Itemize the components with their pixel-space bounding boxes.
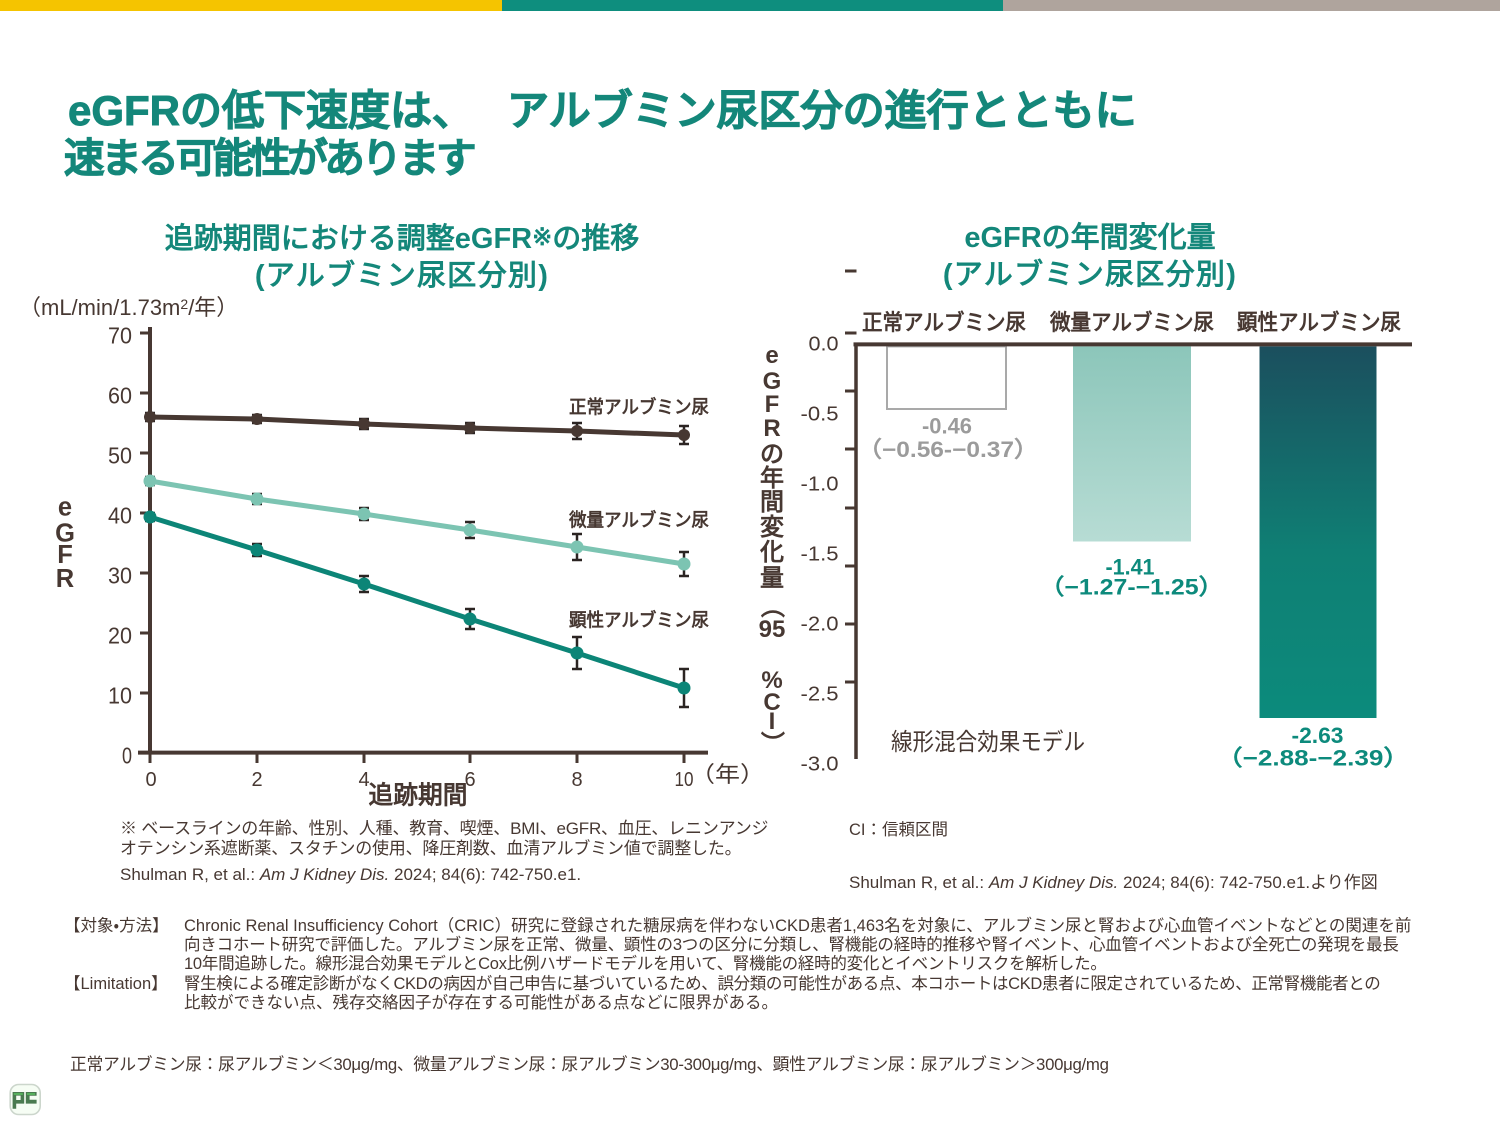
svg-text:0: 0 xyxy=(122,742,132,768)
svg-text:50: 50 xyxy=(108,442,132,468)
svg-text:-2.0: -2.0 xyxy=(801,614,839,636)
svg-text:0: 0 xyxy=(145,769,156,791)
svg-text:（年）: （年） xyxy=(690,762,765,787)
svg-text:）: ） xyxy=(758,731,785,755)
svg-text:-0.46: -0.46 xyxy=(922,414,972,439)
svg-text:0.0: 0.0 xyxy=(809,334,839,356)
svg-text:C: C xyxy=(763,689,780,716)
svg-text:正常アルブミン尿: 正常アルブミン尿 xyxy=(569,396,709,417)
svg-text:-3.0: -3.0 xyxy=(801,754,839,776)
svg-text:微量アルブミン尿: 微量アルブミン尿 xyxy=(568,509,709,530)
svg-text:2: 2 xyxy=(251,769,262,791)
svg-text:の: の xyxy=(760,441,784,468)
svg-text:30: 30 xyxy=(108,562,132,588)
svg-text:顕性アルブミン尿: 顕性アルブミン尿 xyxy=(1237,310,1401,335)
svg-text:G: G xyxy=(55,519,75,547)
svg-text:4: 4 xyxy=(358,769,369,791)
svg-text:正常アルブミン尿: 正常アルブミン尿 xyxy=(862,310,1026,335)
svg-text:（−2.88-−2.39）: （−2.88-−2.39） xyxy=(1217,746,1410,771)
svg-text:顕性アルブミン尿: 顕性アルブミン尿 xyxy=(569,609,709,630)
svg-text:化: 化 xyxy=(759,539,784,566)
svg-text:6: 6 xyxy=(464,769,475,791)
svg-text:95: 95 xyxy=(759,616,786,643)
svg-text:%: % xyxy=(761,667,782,694)
svg-text:40: 40 xyxy=(108,502,132,528)
svg-text:70: 70 xyxy=(108,322,132,348)
svg-text:間: 間 xyxy=(760,489,784,516)
svg-text:量: 量 xyxy=(760,565,784,592)
svg-text:線形混合効果モデル: 線形混合効果モデル xyxy=(891,729,1085,756)
svg-text:（−0.56-−0.37）: （−0.56-−0.37） xyxy=(858,437,1039,462)
svg-text:-2.5: -2.5 xyxy=(801,684,839,706)
svg-text:e: e xyxy=(765,342,778,369)
svg-text:F: F xyxy=(765,391,780,418)
svg-text:年: 年 xyxy=(760,464,784,492)
svg-text:-2.63: -2.63 xyxy=(1292,723,1344,748)
svg-text:10: 10 xyxy=(675,769,694,791)
svg-text:追跡期間: 追跡期間 xyxy=(369,782,468,810)
svg-text:60: 60 xyxy=(108,382,132,408)
svg-text:G: G xyxy=(763,368,782,395)
svg-text:変: 変 xyxy=(760,514,784,541)
svg-text:F: F xyxy=(57,541,73,569)
svg-text:微量アルブミン尿: 微量アルブミン尿 xyxy=(1049,310,1214,335)
svg-text:10: 10 xyxy=(108,682,132,708)
svg-text:R: R xyxy=(763,415,780,442)
svg-text:-1.5: -1.5 xyxy=(801,544,839,566)
svg-text:20: 20 xyxy=(108,622,132,648)
svg-text:R: R xyxy=(56,565,74,593)
svg-text:-0.5: -0.5 xyxy=(801,404,839,426)
svg-text:-1.41: -1.41 xyxy=(1106,554,1155,579)
svg-text:-1.0: -1.0 xyxy=(801,474,839,496)
svg-text:e: e xyxy=(58,494,72,522)
svg-text:（: （ xyxy=(758,594,785,618)
svg-text:8: 8 xyxy=(571,769,582,791)
svg-text:（−1.27-−1.25）: （−1.27-−1.25） xyxy=(1040,575,1224,600)
svg-text:I: I xyxy=(769,708,776,735)
